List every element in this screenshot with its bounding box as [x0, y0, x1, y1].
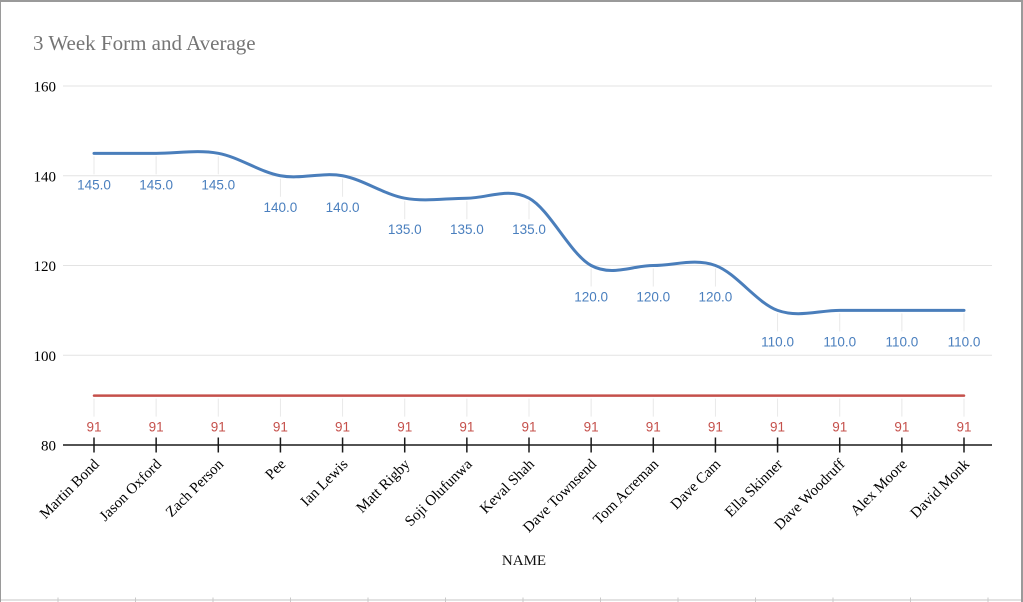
point-label-form: 145.0	[201, 177, 235, 192]
y-tick-label: 120	[34, 259, 57, 275]
point-label-average: 91	[397, 420, 412, 435]
x-category-label: David Monk	[908, 456, 974, 522]
point-label-form: 120.0	[636, 290, 670, 305]
point-label-average: 91	[770, 420, 785, 435]
point-label-average: 91	[521, 420, 536, 435]
y-tick-label: 140	[34, 169, 57, 185]
point-label-form: 110.0	[761, 334, 794, 349]
point-label-average: 91	[86, 420, 101, 435]
x-category-label: Ella Skinner	[722, 457, 786, 521]
point-label-form: 135.0	[450, 222, 484, 237]
series-line-form	[92, 150, 966, 316]
x-category-label: Tom Acreman	[591, 456, 663, 528]
point-label-average: 91	[832, 420, 847, 435]
x-category-label: Alex Moore	[848, 456, 911, 519]
point-label-average: 91	[584, 420, 599, 435]
point-label-form: 120.0	[699, 290, 733, 305]
y-tick-label: 80	[41, 439, 56, 455]
point-label-form: 110.0	[885, 334, 918, 349]
x-category-label: Keval Shah	[477, 456, 538, 517]
point-label-form: 120.0	[574, 290, 608, 305]
point-label-average: 91	[273, 420, 288, 435]
x-category-label: Pee	[263, 456, 290, 483]
x-category-label: Soji Olufunwa	[402, 456, 476, 530]
point-label-form: 140.0	[264, 200, 298, 215]
x-category-label: Matt Rigby	[354, 456, 414, 516]
point-label-form: 135.0	[388, 222, 422, 237]
point-label-form: 110.0	[823, 334, 856, 349]
point-label-form: 135.0	[512, 222, 546, 237]
x-category-label: Jason Oxford	[97, 456, 166, 525]
point-label-form: 110.0	[948, 334, 981, 349]
point-label-average: 91	[956, 420, 971, 435]
point-label-average: 91	[149, 420, 164, 435]
x-category-label: Zach Person	[163, 456, 227, 520]
point-label-average: 91	[646, 420, 661, 435]
point-label-average: 91	[894, 420, 909, 435]
x-axis-title: NAME	[501, 553, 547, 569]
point-label-average: 91	[459, 420, 474, 435]
point-label-average: 91	[211, 420, 226, 435]
point-label-form: 140.0	[326, 200, 360, 215]
y-tick-label: 100	[34, 349, 57, 365]
x-category-label: Dave Cam	[668, 456, 725, 513]
chart-title: 3 Week Form and Average	[33, 31, 256, 55]
y-tick-label: 160	[34, 80, 57, 96]
x-category-label: Martin Bond	[37, 456, 103, 522]
point-label-average: 91	[335, 420, 350, 435]
point-label-form: 145.0	[139, 177, 173, 192]
point-label-form: 145.0	[77, 177, 111, 192]
point-label-average: 91	[708, 420, 723, 435]
x-category-label: Ian Lewis	[298, 456, 352, 510]
